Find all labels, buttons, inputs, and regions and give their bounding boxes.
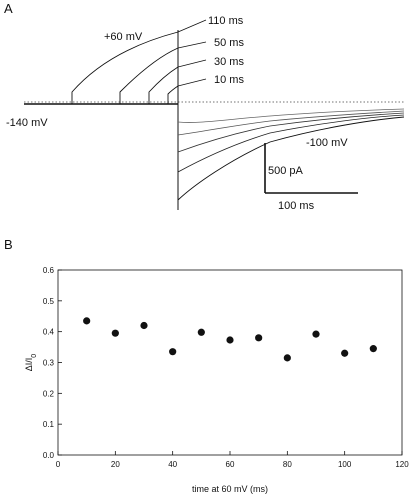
panel-b-label: B bbox=[4, 237, 13, 252]
x-tick-label: 20 bbox=[111, 460, 120, 469]
trace-10ms-pulse bbox=[167, 85, 179, 104]
y-tick-label: 0.4 bbox=[43, 328, 55, 337]
tail-trace-3 bbox=[177, 112, 405, 153]
y-tick-label: 0.3 bbox=[43, 359, 55, 368]
data-points bbox=[83, 317, 377, 362]
data-point bbox=[140, 321, 148, 330]
data-point bbox=[226, 336, 234, 344]
x-tick-label: 40 bbox=[168, 460, 177, 469]
panel-a: A +60 mV 110 ms 50 ms 30 ms 10 ms -140 m… bbox=[4, 1, 405, 212]
x-tick-label: 80 bbox=[283, 460, 292, 469]
data-point bbox=[341, 349, 349, 357]
current-scalebar-label: 500 pA bbox=[268, 165, 304, 177]
trace-50ms-pulse bbox=[119, 47, 179, 104]
label-minus140mv: -140 mV bbox=[6, 117, 48, 129]
x-tick-label: 120 bbox=[395, 460, 409, 469]
data-point bbox=[111, 329, 119, 337]
y-tick-label: 0.0 bbox=[43, 451, 55, 460]
x-tick-label: 60 bbox=[226, 460, 235, 469]
plot-frame bbox=[57, 269, 403, 456]
x-axis-title: time at 60 mV (ms) bbox=[192, 484, 268, 494]
x-tick-label: 100 bbox=[338, 460, 352, 469]
data-point bbox=[369, 345, 377, 353]
label-110ms: 110 ms bbox=[208, 15, 244, 27]
data-point bbox=[169, 348, 177, 356]
trace-110ms-pulse bbox=[71, 31, 179, 104]
tail-trace-4 bbox=[177, 114, 405, 173]
tail-trace-1 bbox=[177, 108, 405, 123]
data-point bbox=[255, 334, 263, 342]
label-50ms: 50 ms bbox=[214, 37, 244, 49]
y-tick-label: 0.5 bbox=[43, 297, 55, 306]
y-axis: 0.0 0.1 0.2 0.3 0.4 0.5 0.6 bbox=[43, 266, 62, 460]
tail-trace-2 bbox=[177, 110, 405, 136]
trace-30ms-pulse bbox=[148, 66, 179, 104]
leader-30ms bbox=[177, 59, 207, 68]
leader-50ms bbox=[177, 41, 207, 49]
panel-a-label: A bbox=[4, 1, 13, 16]
y-tick-label: 0.1 bbox=[43, 420, 55, 429]
y-axis-title: ΔI/I0 bbox=[24, 354, 38, 372]
x-tick-label: 0 bbox=[56, 460, 61, 469]
tail-trace-5 bbox=[177, 116, 405, 201]
label-plus60mv: +60 mV bbox=[104, 31, 143, 43]
y-tick-label: 0.6 bbox=[43, 266, 55, 275]
data-point bbox=[197, 328, 205, 336]
y-tick-label: 0.2 bbox=[43, 389, 55, 398]
data-point bbox=[283, 354, 291, 362]
label-10ms: 10 ms bbox=[214, 74, 244, 86]
data-point bbox=[312, 330, 320, 338]
leader-110ms bbox=[177, 19, 207, 33]
leader-10ms bbox=[177, 78, 207, 87]
label-30ms: 30 ms bbox=[214, 56, 244, 68]
panel-b: B 0.0 0.1 0.2 0.3 0.4 0.5 0.6 0 20 40 60 80 100 120 … bbox=[4, 237, 409, 494]
time-scalebar-label: 100 ms bbox=[278, 200, 315, 212]
label-minus100mv: -100 mV bbox=[306, 137, 348, 149]
data-point bbox=[83, 317, 91, 325]
scatter-chart: 0.0 0.1 0.2 0.3 0.4 0.5 0.6 0 20 40 60 80 100 120 ti… bbox=[24, 266, 409, 494]
x-axis: 0 20 40 60 80 100 120 bbox=[56, 451, 409, 469]
